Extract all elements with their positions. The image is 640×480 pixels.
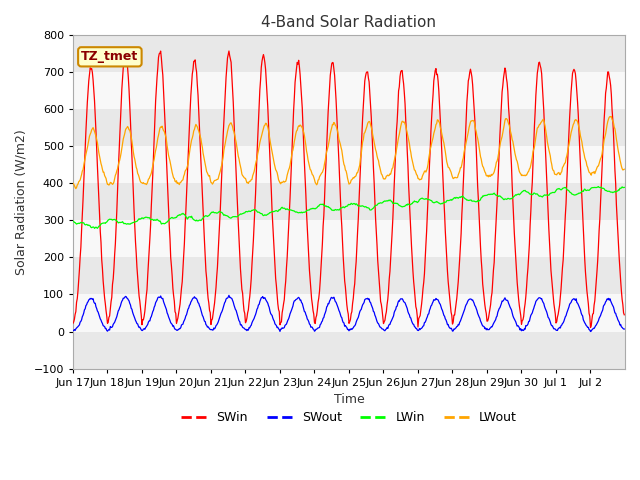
Bar	[73, 36, 625, 72]
Bar	[73, 72, 625, 109]
Bar	[73, 332, 625, 369]
Bar	[73, 146, 625, 183]
Bar	[73, 257, 625, 295]
Text: TZ_tmet: TZ_tmet	[81, 50, 138, 63]
Bar	[73, 220, 625, 257]
Legend: SWin, SWout, LWin, LWout: SWin, SWout, LWin, LWout	[177, 406, 522, 429]
Y-axis label: Solar Radiation (W/m2): Solar Radiation (W/m2)	[15, 129, 28, 275]
X-axis label: Time: Time	[333, 393, 364, 406]
Title: 4-Band Solar Radiation: 4-Band Solar Radiation	[262, 15, 436, 30]
Bar	[73, 295, 625, 332]
Bar	[73, 183, 625, 220]
Bar	[73, 109, 625, 146]
